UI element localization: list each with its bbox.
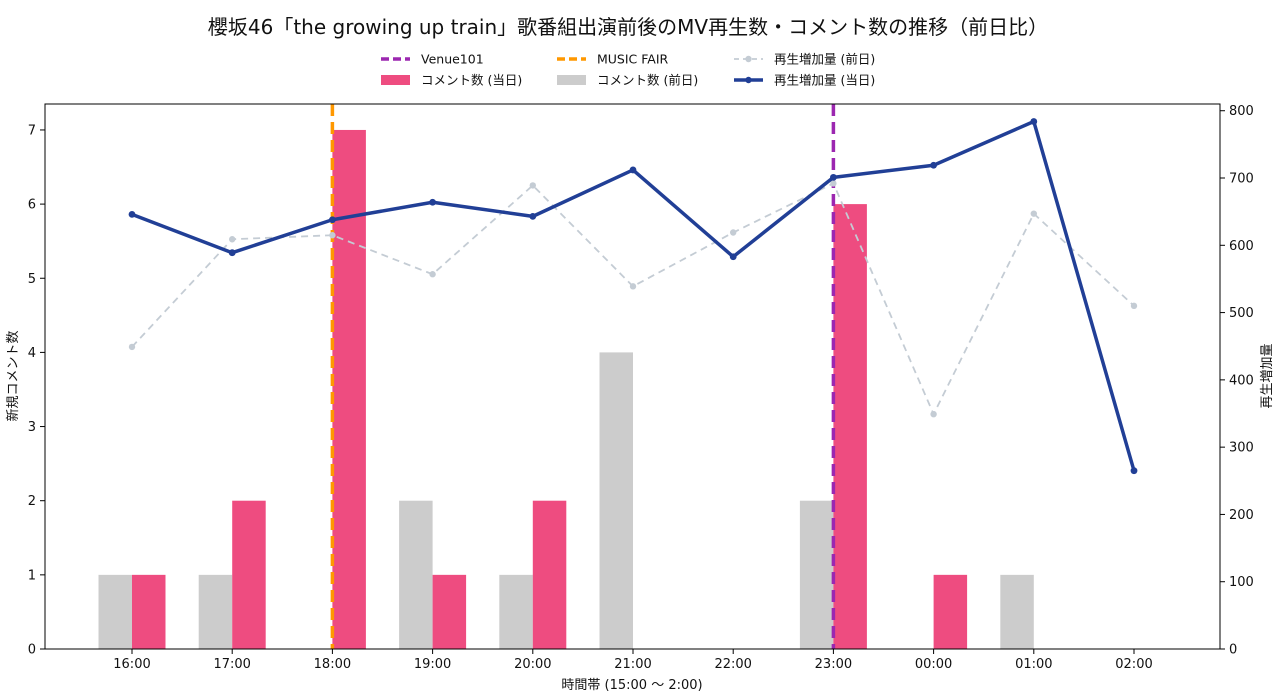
line-point	[229, 236, 236, 243]
chart-title: 櫻坂46「the growing up train」歌番組出演前後のMV再生数・…	[208, 15, 1048, 39]
line-point	[529, 182, 536, 189]
x-tick-label: 23:00	[815, 657, 852, 672]
bar-current-day	[933, 574, 968, 649]
bar-prev-day	[198, 574, 233, 649]
line-point	[329, 216, 336, 224]
y-left-tick-label: 2	[28, 494, 36, 509]
x-tick-label: 21:00	[614, 657, 651, 672]
legend-label: MUSIC FAIR	[597, 52, 669, 67]
y-right-tick-label: 800	[1229, 104, 1254, 119]
x-tick-label: 18:00	[314, 657, 351, 672]
bar-current-day	[332, 129, 366, 649]
legend-label: 再生増加量 (前日)	[774, 52, 875, 67]
x-tick-label: 01:00	[1015, 657, 1052, 672]
bar-prev-day	[499, 574, 533, 649]
y-right-tick-label: 700	[1229, 172, 1254, 187]
legend-label: コメント数 (当日)	[421, 73, 522, 88]
y-right-tick-label: 0	[1229, 643, 1237, 658]
y-right-tick-label: 200	[1229, 508, 1254, 523]
x-tick-label: 17:00	[213, 657, 250, 672]
line-point	[128, 210, 136, 218]
y-right-tick-label: 100	[1229, 575, 1254, 590]
legend-label: Venue101	[421, 52, 484, 67]
bar-prev-day	[98, 574, 132, 649]
line-point	[1030, 210, 1038, 217]
line-point	[830, 180, 837, 187]
y-left-tick-label: 0	[28, 643, 36, 658]
bar-prev-day	[1000, 574, 1034, 649]
y-axis-left-label: 新規コメント数	[5, 330, 21, 421]
line-point	[1130, 467, 1138, 475]
plot-area: 0 1 2 3 4 5 6 7 0 100 200 300 400 500 600 700 800 16:00 17…	[28, 103, 1254, 672]
bar-prev-day	[599, 352, 633, 649]
y-axis-right-label: 再生増加量	[1260, 343, 1275, 408]
y-left-tick-label: 6	[28, 198, 36, 213]
line-point	[730, 229, 737, 236]
y-right-tick-label: 500	[1229, 306, 1254, 321]
y-left-tick-label: 7	[28, 123, 36, 138]
legend-label: コメント数 (前日)	[597, 73, 698, 88]
line-point	[629, 283, 637, 290]
y-right-tick-label: 400	[1229, 373, 1254, 388]
line-point	[128, 343, 136, 351]
line-point	[729, 253, 737, 261]
legend-label: 再生増加量 (当日)	[774, 73, 875, 88]
legend-marker	[745, 55, 752, 63]
y-left-tick-label: 3	[28, 420, 36, 435]
bar-current-day	[833, 204, 867, 649]
line-point	[329, 232, 336, 239]
x-tick-label: 00:00	[915, 657, 952, 672]
bar-current-day	[132, 574, 166, 649]
line-point	[930, 161, 937, 169]
x-axis-label: 時間帯 (15:00 〜 2:00)	[561, 678, 702, 693]
line-point	[228, 249, 236, 257]
bar-prev-day	[399, 500, 433, 649]
line-point	[930, 410, 937, 418]
line-point	[830, 173, 837, 181]
legend: Venue101 コメント数 (当日) MUSIC FAIR コメント数 (前日) 再生…	[381, 52, 875, 88]
line-point	[429, 271, 436, 278]
line-point	[1030, 118, 1038, 125]
y-left-tick-label: 1	[28, 568, 36, 583]
bar-current-day	[432, 574, 467, 649]
bar-current-day	[232, 500, 266, 649]
line-point	[429, 198, 436, 206]
bar-current-day	[532, 500, 567, 649]
y-left-tick-label: 5	[28, 272, 36, 287]
y-right-tick-label: 300	[1229, 441, 1254, 456]
legend-marker	[745, 76, 752, 84]
x-tick-label: 22:00	[714, 657, 751, 672]
legend-swatch	[381, 75, 410, 85]
y-right-tick-label: 600	[1229, 239, 1254, 254]
line-point	[629, 166, 637, 174]
x-tick-label: 19:00	[414, 657, 451, 672]
x-tick-label: 02:00	[1115, 657, 1152, 672]
y-left-tick-label: 4	[28, 346, 36, 361]
x-tick-label: 16:00	[113, 657, 150, 672]
line-point	[1130, 302, 1138, 310]
bar-prev-day	[799, 500, 834, 649]
legend-swatch	[557, 75, 586, 85]
line-point	[529, 212, 537, 220]
x-tick-label: 20:00	[514, 657, 551, 672]
